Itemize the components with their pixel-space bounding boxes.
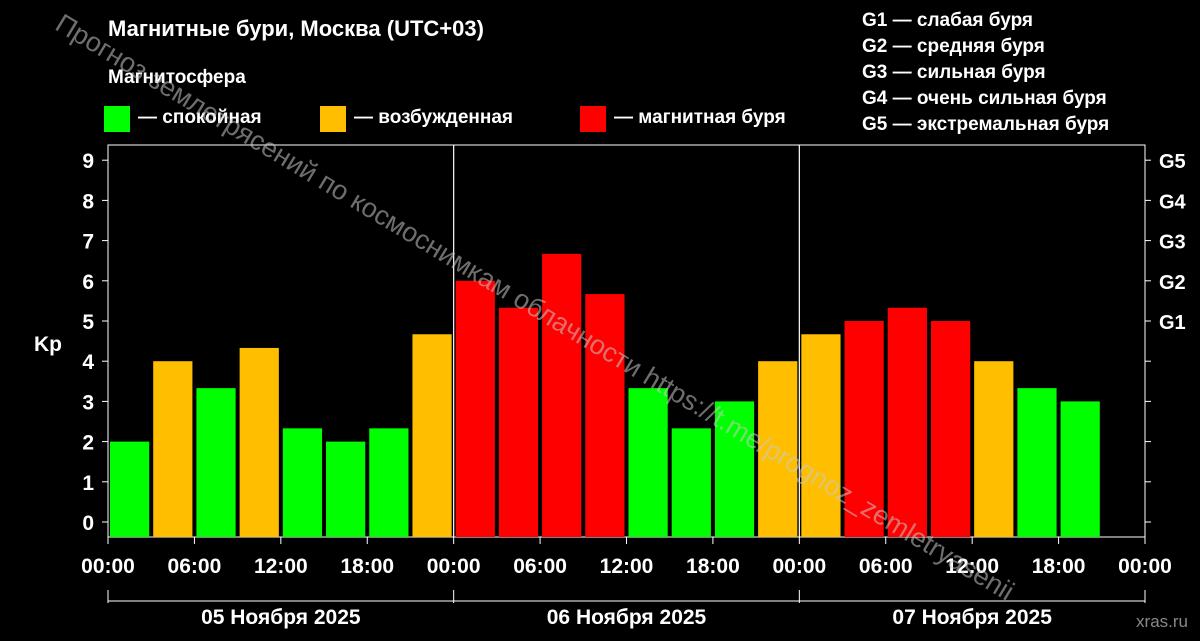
g-level-4: G4 — очень сильная буря	[862, 88, 1107, 109]
bar-17	[844, 321, 884, 537]
x-tick-label-1: 06:00	[168, 555, 222, 578]
bar-21	[1017, 388, 1057, 537]
bar-12	[628, 388, 668, 537]
g-tick-label-4: G5	[1159, 151, 1186, 173]
watermark-site: xras.ru	[1136, 612, 1188, 631]
legend-title: Магнитосфера	[108, 67, 246, 88]
bar-9	[498, 307, 539, 537]
y-tick-label-0: 0	[82, 512, 94, 535]
x-tick-label-0: 00:00	[81, 555, 135, 578]
legend-storm-label: — магнитная буря	[614, 107, 786, 128]
g-level-2: G2 — средняя буря	[862, 36, 1045, 57]
legend-calm-label: — спокойная	[138, 107, 262, 128]
g-level-3: G3 — сильная буря	[862, 62, 1046, 83]
bar-10	[542, 253, 582, 537]
y-tick-label-8: 8	[82, 190, 94, 213]
bar-18	[887, 307, 927, 537]
x-tick-label-10: 12:00	[945, 555, 999, 578]
day-label-1: 06 Ноября 2025	[547, 606, 707, 629]
bar-8	[455, 280, 495, 537]
chart-title: Магнитные бури, Москва (UTC+03)	[108, 16, 484, 41]
x-tick-label-3: 18:00	[340, 555, 394, 578]
x-tick-label-9: 06:00	[859, 555, 913, 578]
g-tick-label-3: G4	[1159, 191, 1187, 213]
legend-calm-swatch	[104, 106, 130, 132]
bar-15	[758, 361, 798, 537]
bar-14	[714, 401, 755, 537]
g-tick-label-0: G1	[1159, 312, 1186, 334]
y-tick-label-1: 1	[82, 472, 94, 495]
g-tick-label-2: G3	[1159, 232, 1186, 254]
legend-excited-label: — возбужденная	[354, 107, 514, 128]
bar-22	[1060, 401, 1100, 537]
x-tick-label-12: 00:00	[1118, 555, 1172, 578]
bar-2	[196, 388, 236, 537]
bar-4	[282, 428, 323, 537]
y-tick-label-6: 6	[82, 271, 94, 294]
bar-16	[801, 334, 841, 537]
g-level-5: G5 — экстремальная буря	[862, 114, 1110, 135]
bar-7	[412, 334, 452, 537]
bar-5	[326, 441, 366, 537]
day-label-0: 05 Ноября 2025	[201, 606, 361, 629]
legend-storm-swatch	[580, 106, 606, 132]
x-tick-label-7: 18:00	[686, 555, 740, 578]
y-tick-label-9: 9	[82, 150, 94, 173]
bar-6	[369, 428, 409, 537]
bar-3	[239, 347, 279, 537]
y-tick-label-7: 7	[82, 231, 94, 254]
bar-11	[585, 294, 625, 537]
bar-1	[153, 361, 193, 537]
x-tick-label-11: 18:00	[1032, 555, 1086, 578]
y-tick-label-2: 2	[82, 432, 94, 455]
legend-excited-swatch	[320, 106, 346, 132]
y-tick-label-4: 4	[82, 351, 94, 374]
x-tick-label-4: 00:00	[427, 555, 481, 578]
x-tick-label-6: 12:00	[600, 555, 654, 578]
y-tick-label-5: 5	[82, 311, 94, 334]
bar-20	[974, 361, 1014, 537]
y-axis-label: Kp	[34, 333, 62, 356]
bar-19	[930, 321, 971, 537]
g-tick-label-1: G2	[1159, 272, 1186, 294]
bar-0	[110, 441, 150, 537]
y-tick-label-3: 3	[82, 391, 94, 414]
g-level-1: G1 — слабая буря	[862, 10, 1034, 31]
x-tick-label-2: 12:00	[254, 555, 308, 578]
x-tick-label-5: 06:00	[513, 555, 567, 578]
x-tick-label-8: 00:00	[772, 555, 826, 578]
bar-13	[671, 428, 711, 537]
day-label-2: 07 Ноября 2025	[892, 606, 1052, 629]
